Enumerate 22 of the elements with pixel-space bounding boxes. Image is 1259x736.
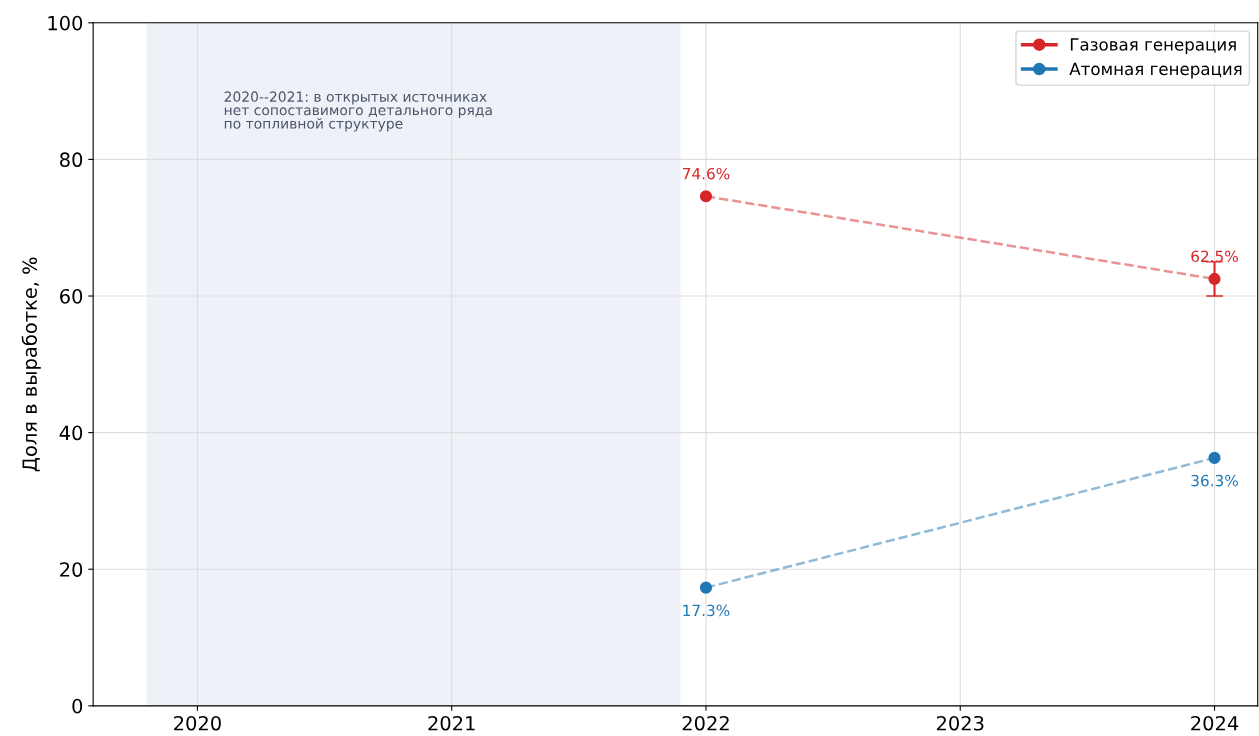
y-tick-label: 20 bbox=[60, 562, 83, 577]
y-axis-title: Доля в выработке, % bbox=[21, 257, 41, 472]
point bbox=[699, 190, 713, 203]
legend-label: Атомная генерация bbox=[1069, 62, 1242, 79]
y-tick-label: 80 bbox=[60, 152, 83, 168]
x-tick-label: 2020 bbox=[174, 715, 221, 731]
x-tick-label: 2021 bbox=[428, 715, 475, 731]
point bbox=[699, 581, 713, 594]
y-tick-label: 0 bbox=[72, 698, 83, 714]
data-label: 74.6% bbox=[682, 167, 730, 180]
y-tick-label: 40 bbox=[59, 425, 83, 441]
y-tick-label: 60 bbox=[60, 288, 83, 304]
data-label: 36.3% bbox=[1191, 474, 1238, 487]
point bbox=[1208, 451, 1221, 464]
data-label: 62.5% bbox=[1191, 250, 1238, 263]
annotation: 2020--2021: в открытых источниках нет сопоставимого детального ряда по топливной структуре bbox=[224, 91, 492, 132]
x-tick-label: 2022 bbox=[682, 715, 729, 731]
x-tick-label: 2023 bbox=[936, 715, 984, 731]
y-tick-label: 100 bbox=[48, 15, 83, 31]
legend-label: Газовая генерация bbox=[1070, 38, 1236, 54]
x-tick-label: 2024 bbox=[1191, 715, 1239, 731]
data-label: 17.3% bbox=[683, 604, 730, 617]
